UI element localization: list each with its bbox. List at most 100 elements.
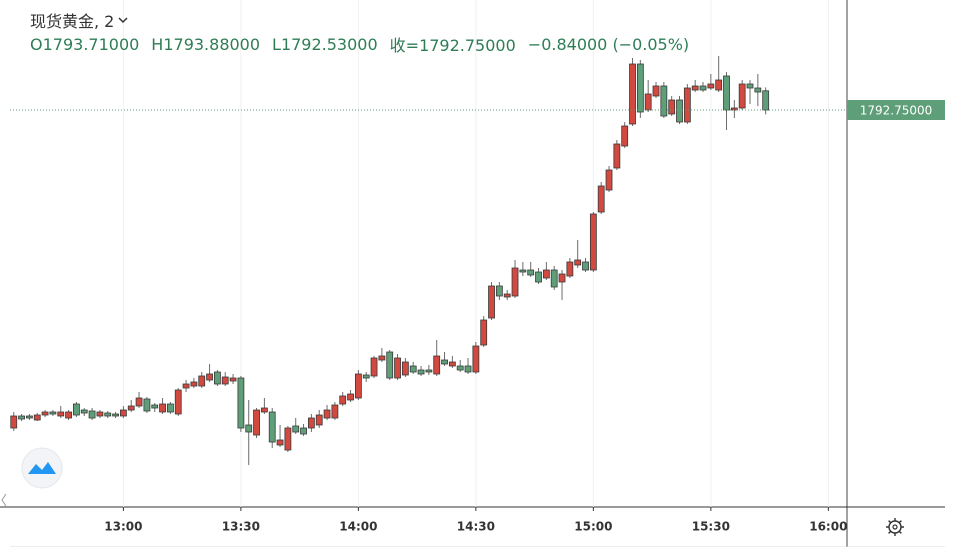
candle: [464, 358, 472, 374]
candle: [354, 370, 362, 400]
candle-body: [127, 405, 135, 411]
candle: [10, 412, 18, 431]
candle: [660, 82, 668, 118]
candle: [221, 372, 229, 386]
settings-gear-center[interactable]: [892, 524, 898, 530]
candle-body: [300, 427, 307, 435]
settings-button[interactable]: [886, 518, 904, 536]
candle-body: [135, 397, 143, 407]
candle-body: [323, 409, 331, 419]
candle-body: [676, 99, 683, 123]
candle: [456, 360, 464, 372]
candle-body: [605, 169, 613, 191]
candle: [245, 400, 253, 465]
settings-gear-teeth[interactable]: [886, 518, 904, 536]
candle-body: [331, 404, 339, 419]
candle: [762, 87, 770, 115]
logo-icon[interactable]: [28, 462, 56, 474]
candle-body: [589, 213, 597, 271]
candle-body: [613, 143, 621, 169]
candle: [174, 388, 182, 416]
candle-body: [495, 285, 503, 297]
ohlc-label: H1793.88000: [151, 34, 261, 54]
candle: [542, 262, 550, 280]
candle: [268, 408, 276, 448]
symbol-chevron[interactable]: [118, 15, 128, 25]
candle: [511, 260, 519, 298]
candle: [315, 410, 323, 428]
symbol-row[interactable]: 现货黄金, 2: [30, 8, 689, 32]
candle-body: [754, 87, 762, 93]
candle: [550, 266, 558, 290]
logo-circle[interactable]: [21, 447, 63, 489]
candle-body: [652, 85, 660, 97]
candle-body: [221, 376, 229, 385]
symbol-title[interactable]: 现货黄金, 2: [30, 12, 115, 31]
x-tick-label: 13:30: [222, 520, 260, 534]
candle-body: [10, 415, 18, 429]
candle-body: [104, 412, 112, 417]
candle: [488, 282, 495, 320]
candle-body: [448, 361, 456, 367]
candle-body: [386, 351, 394, 379]
candle-body: [409, 365, 417, 373]
candle: [636, 60, 644, 118]
candle-body: [433, 355, 441, 375]
candle: [104, 411, 112, 418]
candle: [519, 262, 527, 276]
candle-body: [699, 85, 707, 91]
candle: [746, 80, 754, 104]
candle: [503, 290, 511, 300]
candle-body: [707, 83, 715, 89]
candle-body: [112, 413, 119, 417]
candle: [558, 270, 566, 300]
candle-body: [723, 75, 730, 111]
candle: [57, 406, 65, 418]
x-tick-label: 16:00: [809, 520, 847, 534]
logo[interactable]: [21, 447, 63, 489]
candle: [237, 376, 245, 432]
candle-body: [253, 409, 260, 436]
candle-body: [229, 377, 237, 382]
candle-body: [88, 410, 96, 419]
candle: [347, 390, 354, 402]
candle: [754, 74, 762, 106]
candle: [409, 362, 417, 374]
candle: [253, 408, 260, 438]
candle-body: [629, 63, 636, 125]
candle: [707, 74, 715, 90]
candle: [401, 358, 409, 377]
candle: [33, 413, 41, 421]
candle-body: [182, 383, 190, 389]
candle-body: [120, 409, 127, 417]
candle: [448, 356, 456, 368]
candle-body: [339, 395, 347, 405]
candle: [190, 378, 198, 388]
candle: [229, 374, 237, 384]
candle-body: [472, 345, 480, 373]
candle: [135, 392, 143, 408]
candle: [300, 424, 307, 436]
legend: 现货黄金, 2 O1793.71000 H1793.88000 L1792.5300…: [30, 8, 689, 56]
candle: [182, 380, 190, 392]
last-price-box: [847, 100, 945, 120]
candle-body: [535, 271, 542, 283]
candle: [65, 410, 72, 420]
candle-body: [190, 381, 198, 387]
candle-body: [488, 285, 495, 319]
candle-body: [417, 369, 425, 375]
ohlc-row: O1793.71000 H1793.88000 L1792.53000 收=1792.…: [30, 32, 689, 56]
candle-body: [683, 87, 691, 123]
candle-body: [80, 409, 88, 414]
candle-body: [354, 373, 362, 399]
candle-body: [213, 371, 221, 385]
candle: [362, 372, 370, 382]
scroll-left[interactable]: [1, 493, 7, 507]
candle: [394, 354, 401, 380]
candle-body: [542, 269, 550, 279]
candle-body: [245, 424, 253, 433]
candle-body: [96, 411, 104, 417]
candle: [386, 350, 394, 380]
candle: [699, 82, 707, 92]
candle-body: [582, 261, 589, 271]
